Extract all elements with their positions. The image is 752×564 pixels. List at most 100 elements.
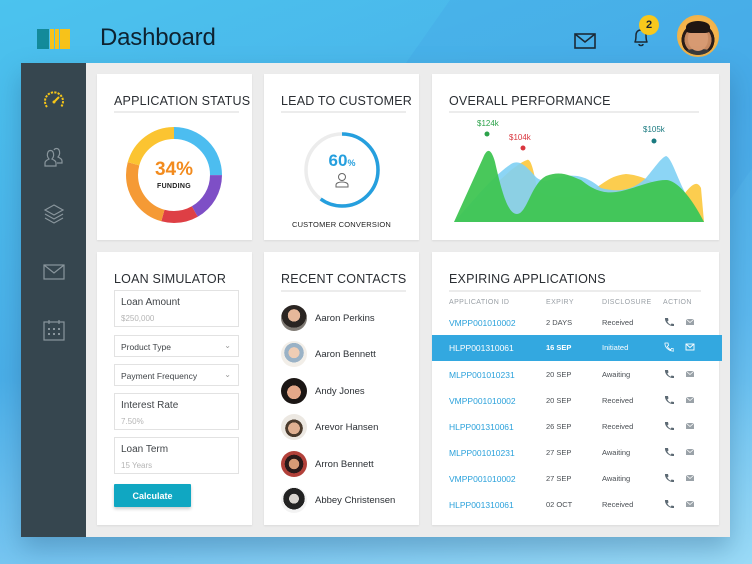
table-row-selected[interactable]: HLPP001310061 16 SEP Initiated (432, 335, 722, 361)
phone-icon[interactable] (664, 499, 674, 509)
column-header-action[interactable]: ACTION (663, 299, 692, 306)
field-label: Product Type (121, 342, 171, 352)
contact-item[interactable]: Aaron Perkins (281, 304, 375, 332)
card-title: RECENT CONTACTS (281, 272, 407, 286)
contact-avatar (281, 451, 307, 477)
user-avatar[interactable] (677, 15, 719, 57)
sidebar-item-layers[interactable] (21, 194, 86, 234)
contact-avatar (281, 341, 307, 367)
disclosure-cell: Initiated (602, 343, 629, 352)
table-row[interactable]: MLPP001010231 27 SEP Awaiting (432, 440, 722, 466)
application-id-link[interactable]: VMPP001010002 (449, 474, 516, 484)
phone-icon[interactable] (664, 421, 674, 431)
disclosure-cell: Awaiting (602, 474, 631, 483)
application-id-link[interactable]: HLPP001310061 (449, 343, 514, 353)
disclosure-cell: Awaiting (602, 448, 631, 457)
card-title: OVERALL PERFORMANCE (449, 94, 611, 108)
phone-icon[interactable] (664, 369, 674, 379)
disclosure-cell: Received (602, 422, 634, 431)
mail-icon[interactable] (685, 317, 695, 327)
calendar-icon (42, 320, 65, 341)
loan-amount-field[interactable]: Loan Amount $250,000 (114, 290, 239, 327)
table-row[interactable]: MLPP001010231 20 SEP Awaiting (432, 362, 722, 388)
app-window: APPLICATION STATUS 34% FUNDING LEAD TO C… (21, 63, 730, 537)
loan-term-field[interactable]: Loan Term 15 Years (114, 437, 239, 474)
contact-avatar (281, 378, 307, 404)
table-row[interactable]: HLPP001310061 26 SEP Received (432, 414, 722, 440)
application-id-link[interactable]: HLPP001310061 (449, 500, 514, 510)
application-id-link[interactable]: MLPP001010231 (449, 370, 515, 380)
phone-icon[interactable] (664, 447, 674, 457)
table-row[interactable]: VMPP001010002 2 DAYS Received (432, 310, 722, 336)
application-id-link[interactable]: VMPP001010002 (449, 318, 516, 328)
divider (449, 111, 699, 113)
mail-icon[interactable] (685, 369, 695, 379)
sidebar-item-calendar[interactable] (21, 310, 86, 350)
payment-frequency-select[interactable]: Payment Frequency ⌄ (114, 364, 239, 386)
card-title: EXPIRING APPLICATIONS (449, 272, 606, 286)
divider (281, 290, 406, 292)
chevron-down-icon: ⌄ (224, 341, 231, 350)
peak-label-3: $105k (643, 125, 666, 134)
mail-icon[interactable] (574, 33, 596, 49)
card-title: LEAD TO CUSTOMER (281, 94, 413, 108)
application-id-link[interactable]: HLPP001310061 (449, 422, 514, 432)
column-header-expiry[interactable]: EXPIRY (546, 299, 574, 306)
speedometer-icon (43, 91, 64, 108)
contact-item[interactable]: Aaron Bennett (281, 340, 376, 368)
phone-icon[interactable] (664, 473, 674, 483)
peak-label-1: $124k (477, 119, 500, 128)
mail-icon[interactable] (685, 421, 695, 431)
disclosure-cell: Received (602, 500, 634, 509)
contact-avatar (281, 487, 307, 513)
mail-icon[interactable] (685, 342, 695, 352)
field-value: $250,000 (121, 314, 155, 323)
divider (114, 111, 239, 113)
interest-rate-field[interactable]: Interest Rate 7.50% (114, 393, 239, 430)
funding-label: FUNDING (157, 183, 191, 190)
contact-item[interactable]: Abbey Christensen (281, 486, 395, 514)
contact-avatar (281, 305, 307, 331)
mail-icon[interactable] (685, 395, 695, 405)
contact-item[interactable]: Arevor Hansen (281, 413, 378, 441)
sidebar-item-contacts[interactable] (21, 137, 86, 177)
application-id-link[interactable]: VMPP001010002 (449, 396, 516, 406)
mail-icon[interactable] (685, 447, 695, 457)
recent-contacts-card: RECENT CONTACTS Aaron Perkins Aaron Benn… (264, 252, 419, 525)
contact-item[interactable]: Andy Jones (281, 377, 365, 405)
contact-name: Aaron Bennett (315, 348, 376, 360)
contact-name: Abbey Christensen (315, 494, 396, 506)
overall-performance-card: OVERALL PERFORMANCE $124k $104k $105k (432, 74, 719, 240)
mail-icon[interactable] (685, 473, 695, 483)
layers-icon (43, 204, 64, 224)
column-header-disclosure[interactable]: DISCLOSURE (602, 299, 652, 306)
contact-avatar (281, 414, 307, 440)
table-row[interactable]: VMPP001010002 27 SEP Awaiting (432, 466, 722, 492)
field-label: Loan Amount (121, 297, 180, 308)
field-label: Interest Rate (121, 400, 179, 411)
phone-icon[interactable] (664, 342, 674, 352)
disclosure-cell: Awaiting (602, 370, 631, 379)
contact-item[interactable]: Arron Bennett (281, 450, 374, 478)
mail-icon[interactable] (685, 499, 695, 509)
conversion-ring-chart: 60% (303, 131, 381, 209)
card-title: LOAN SIMULATOR (114, 272, 227, 286)
column-header-application-id[interactable]: APPLICATION ID (449, 299, 510, 306)
calculate-button[interactable]: Calculate (114, 484, 191, 507)
card-title: APPLICATION STATUS (114, 94, 251, 108)
field-value: 7.50% (121, 417, 144, 426)
product-type-select[interactable]: Product Type ⌄ (114, 335, 239, 357)
field-label: Loan Term (121, 444, 169, 455)
divider (281, 111, 406, 113)
users-icon (43, 147, 63, 167)
app-logo[interactable] (37, 29, 71, 49)
sidebar-item-messages[interactable] (21, 252, 86, 292)
expiry-cell: 02 OCT (546, 500, 573, 509)
application-id-link[interactable]: MLPP001010231 (449, 448, 515, 458)
sidebar-item-dashboard[interactable] (21, 80, 86, 120)
table-row[interactable]: VMPP001010002 20 SEP Received (432, 388, 722, 414)
divider (449, 290, 701, 292)
table-row[interactable]: HLPP001310061 02 OCT Received (432, 492, 722, 518)
phone-icon[interactable] (664, 395, 674, 405)
phone-icon[interactable] (664, 317, 674, 327)
